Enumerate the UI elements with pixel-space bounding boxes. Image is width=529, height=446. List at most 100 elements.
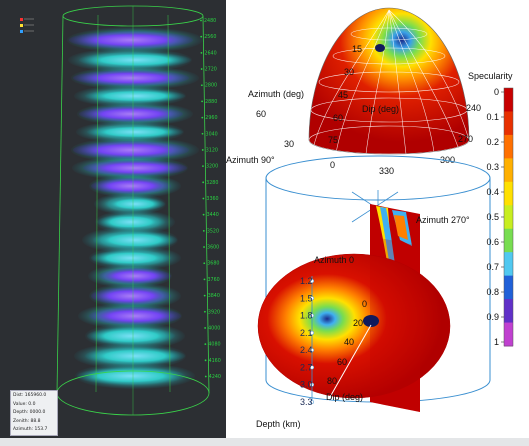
colorbar-swatches (503, 87, 514, 347)
depth-tick-label: 2800 (205, 83, 217, 89)
volume-slab (91, 287, 171, 305)
depth-tick-labels: 2480 2560 2640 2720 2800 2880 2960 3040 3120 3200… (200, 18, 221, 380)
depth-tick-label: 4000 (208, 325, 220, 331)
depth-axis-label: Depth (km) (256, 419, 301, 429)
hemi-az-60: 60 (256, 109, 266, 119)
volume-slab (85, 347, 185, 365)
volume-slab (83, 160, 187, 176)
volume-slab (79, 106, 183, 122)
colorbar-tick-label: 0.1 (486, 112, 499, 122)
depth-tick-dot (202, 229, 205, 232)
depth-tick-label: 4240 (209, 374, 221, 380)
colorbar-swatch (504, 134, 513, 159)
hemi-az-30: 30 (284, 139, 294, 149)
depth-tick-label: 2640 (204, 50, 216, 56)
readout-line-azimuth: Azimuth: 153.7 (13, 427, 48, 433)
depth-tick-label: 3360 (206, 196, 218, 202)
depth-tick-dot (202, 165, 204, 168)
colorbar-tick-label: 0.3 (486, 162, 499, 172)
depth-axis-tick: 3.0 (300, 380, 313, 390)
colorbar-tick-label: 0.5 (486, 212, 499, 222)
hemi-az-270: 270 (458, 134, 473, 144)
hemi-dip-15: 15 (352, 44, 362, 54)
depth-tick-dot (200, 84, 203, 87)
colorbar-tick-label: 0 (494, 87, 499, 97)
hemi-az-330: 330 (379, 166, 394, 176)
depth-tick-dot (202, 181, 205, 184)
specularity-diagram-panel: 15 30 45 60 75 Dip (deg) Azimuth (deg) 6… (226, 0, 529, 446)
volume-slabs (67, 27, 203, 389)
colorbar-swatch (504, 181, 513, 206)
depth-axis-dot (309, 278, 315, 284)
readout-line-dist: Dist: 165960.0 (13, 393, 47, 398)
hemi-dip-75: 75 (328, 135, 338, 145)
depth-tick-dot (203, 246, 205, 248)
cylinder-labels: Azimuth 90° Azimuth 270° Azimuth 0 0 20 … (226, 155, 470, 429)
volume-slab (93, 231, 177, 249)
depth-tick-dot (200, 19, 202, 22)
depth-tick-dot (203, 262, 206, 265)
depth-tick-label: 3600 (207, 245, 219, 251)
azimuth-270-label: Azimuth 270° (416, 215, 470, 225)
colorbar-swatch (504, 252, 513, 277)
depth-tick-dot (204, 327, 207, 329)
colorbar-swatch (504, 205, 513, 230)
volume-slab (91, 250, 171, 266)
depth-axis-tick: 1.8 (300, 311, 313, 321)
colorbar-swatch (504, 88, 513, 112)
depth-tick-dot (201, 100, 203, 103)
disc-dip-20: 20 (353, 318, 363, 328)
depth-tick-dot (201, 149, 204, 151)
cylinder-plot (257, 155, 491, 412)
depth-tick-dot (200, 51, 203, 54)
hemi-dip-label: Dip (deg) (362, 104, 399, 114)
depth-tick-label: 3520 (207, 228, 219, 234)
depth-tick-label: 4160 (209, 358, 221, 364)
depth-tick-dot (200, 68, 203, 70)
depth-axis-tick: 2.4 (300, 345, 313, 355)
depth-tick-dot (201, 116, 204, 119)
depth-tick-dot (204, 359, 207, 362)
hemi-az-0: 0 (330, 160, 335, 170)
colorbar: Specularity 0 0.1 0.2 0.3 0.4 0.5 0.6 0.7 0.8 0.9… (468, 71, 514, 347)
colorbar-swatch (504, 299, 513, 324)
depth-tick-dot (202, 213, 205, 216)
hemisphere-labels: 15 30 45 60 75 Dip (deg) Azimuth (deg) 6… (248, 44, 481, 176)
volume-slab (99, 268, 171, 284)
volume-slab (77, 367, 185, 385)
depth-tick-label: 3440 (207, 212, 219, 218)
depth-tick-label: 3840 (208, 293, 220, 299)
depth-tick-dot (204, 375, 207, 378)
depth-axis-dot (309, 399, 315, 405)
hemi-azimuth-label: Azimuth (deg) (248, 89, 304, 99)
volume-slab (87, 125, 183, 139)
colorbar-tick-label: 0.7 (486, 262, 499, 272)
disc-dip-label: Dip (deg) (326, 392, 363, 402)
depth-axis-dot (309, 382, 315, 387)
depth-tick-label: 3200 (206, 164, 218, 170)
hemi-dip-60: 60 (333, 113, 343, 123)
hemisphere-plot (308, 7, 470, 155)
depth-axis-dot (309, 330, 315, 335)
volume-slab (97, 214, 165, 230)
disc-dip-80: 80 (327, 376, 337, 386)
readout-line-value: Value: 0.0 (13, 401, 36, 407)
depth-axis-dot (309, 296, 315, 301)
hemi-az-240: 240 (466, 103, 481, 113)
depth-axis-tick: 3.3 (300, 397, 313, 407)
colorbar-swatch (504, 228, 513, 253)
azimuth-0-label: Azimuth 0 (314, 255, 354, 265)
colorbar-tick-label: 0.4 (486, 187, 499, 197)
colorbar-tick-label: 0.2 (486, 137, 499, 147)
depth-axis-dot (309, 365, 315, 370)
colorbar-swatch (504, 275, 513, 300)
depth-tick-label: 2720 (205, 67, 217, 73)
depth-axis-dot (309, 348, 315, 353)
volume-slab (91, 178, 171, 194)
depth-tick-label: 3120 (206, 147, 218, 153)
depth-tick-dot (203, 294, 206, 297)
depth-axis-tick: 2.7 (300, 362, 313, 372)
disc-dip-60: 60 (337, 357, 347, 367)
volume-slab (73, 70, 189, 86)
hemi-dip-45: 45 (338, 90, 348, 100)
